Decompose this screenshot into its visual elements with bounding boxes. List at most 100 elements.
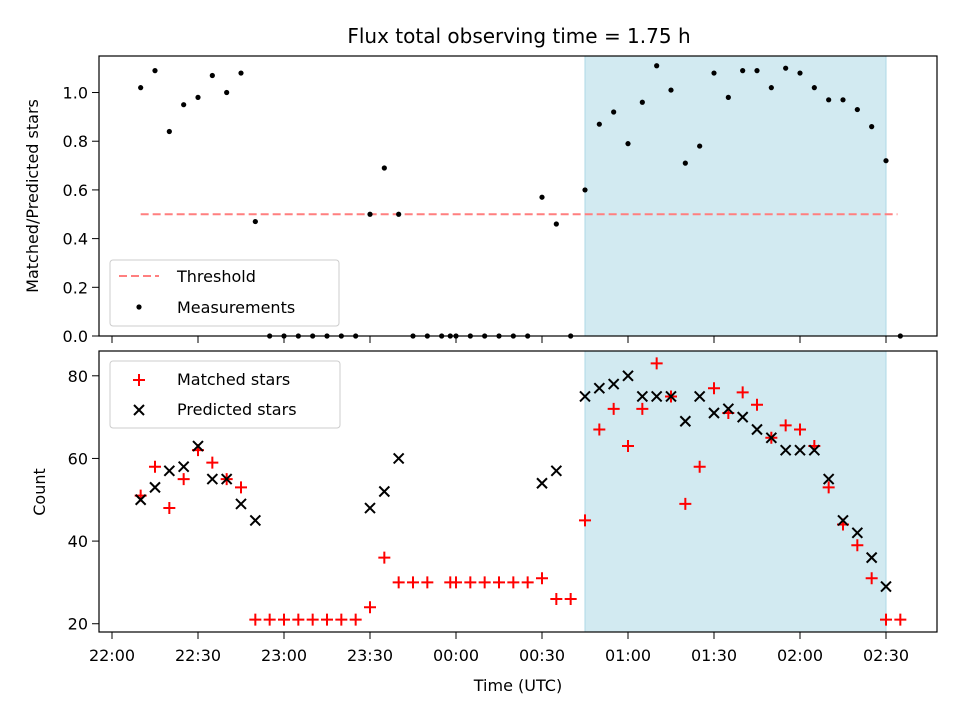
x-tick-label: 02:00 xyxy=(777,646,823,665)
matched-star-point xyxy=(650,357,663,370)
measurement-point xyxy=(381,165,387,171)
predicted-star-point xyxy=(536,477,548,489)
measurement-point xyxy=(883,158,889,164)
predicted-star-point xyxy=(808,444,821,456)
measurement-point xyxy=(768,85,774,91)
matched-star-point xyxy=(292,613,305,626)
matched-star-point xyxy=(177,473,190,486)
measurement-point xyxy=(611,109,617,115)
y-tick-label: 0.6 xyxy=(63,181,88,200)
predicted-star-point xyxy=(622,370,634,382)
legend-predicted: Predicted stars xyxy=(177,400,297,419)
matched-star-point xyxy=(235,481,247,494)
matched-star-point xyxy=(708,382,720,395)
matched-star-point xyxy=(880,613,892,626)
matched-star-point xyxy=(306,613,319,626)
predicted-star-point xyxy=(177,460,190,473)
predicted-star-point xyxy=(579,390,591,403)
y-tick-label: 0.2 xyxy=(63,278,88,297)
matched-star-point xyxy=(865,572,878,585)
measurement-point xyxy=(869,124,875,130)
measurement-point xyxy=(138,85,144,91)
measurement-point xyxy=(152,68,158,74)
matched-star-point xyxy=(894,613,907,626)
bottom-y-axis: 20 40 60 80 xyxy=(68,367,99,634)
predicted-star-point xyxy=(736,411,749,423)
matched-star-point xyxy=(550,592,563,605)
matched-star-point xyxy=(378,551,391,564)
measurement-point xyxy=(783,65,789,71)
predicted-star-point xyxy=(364,502,376,514)
measurement-point xyxy=(725,94,731,100)
matched-star-point xyxy=(736,386,749,399)
measurement-point xyxy=(396,211,402,217)
measurement-point xyxy=(826,97,832,103)
predicted-star-point xyxy=(650,390,663,403)
x-axis-label: Time (UTC) xyxy=(473,676,562,695)
matched-star-point xyxy=(263,613,276,626)
matched-star-point xyxy=(278,613,290,626)
predicted-star-point xyxy=(679,415,692,427)
predicted-star-point xyxy=(779,444,792,456)
predicted-star-point xyxy=(751,423,763,436)
predicted-star-point xyxy=(636,390,649,403)
x-tick-label: 00:30 xyxy=(519,646,565,665)
matched-star-point xyxy=(564,592,577,605)
predicted-star-point xyxy=(822,473,835,485)
y-tick-label: 20 xyxy=(68,615,88,634)
top-y-axis-label: Matched/Predicted stars xyxy=(23,99,42,293)
y-tick-label: 60 xyxy=(68,449,88,468)
x-tick-label: 22:00 xyxy=(89,646,135,665)
matched-star-point xyxy=(335,613,348,626)
predicted-star-point xyxy=(220,473,233,485)
predicted-star-point xyxy=(192,440,204,452)
chart-title: Flux total observing time = 1.75 h xyxy=(347,24,690,48)
measurement-point xyxy=(582,187,588,193)
predicted-star-point xyxy=(392,452,405,465)
matched-star-point xyxy=(478,576,491,589)
bottom-legend: Matched stars Predicted stars xyxy=(109,360,341,429)
x-tick-label: 22:30 xyxy=(175,646,221,665)
measurement-point xyxy=(797,70,803,76)
predicted-star-point xyxy=(837,514,849,527)
predicted-star-point xyxy=(235,498,247,510)
matched-star-point xyxy=(163,502,176,515)
matched-star-point xyxy=(421,576,434,589)
matched-star-point xyxy=(607,402,620,415)
measurement-point xyxy=(654,63,660,69)
matched-star-point xyxy=(149,460,161,473)
predicted-star-point xyxy=(722,403,735,415)
measurement-point xyxy=(539,194,545,200)
measurement-point xyxy=(209,72,215,79)
matched-star-point xyxy=(851,539,864,552)
legend-threshold: Threshold xyxy=(176,267,256,286)
matched-star-point xyxy=(392,576,405,589)
bottom-marks xyxy=(134,357,907,626)
matched-star-point xyxy=(822,481,835,494)
matched-star-point xyxy=(593,423,606,436)
predicted-star-point xyxy=(865,551,878,564)
measurement-point xyxy=(740,68,746,74)
observing-span xyxy=(584,55,887,337)
matched-star-point xyxy=(450,576,462,589)
y-tick-label: 80 xyxy=(68,367,88,386)
predicted-star-point xyxy=(149,481,161,494)
top-legend: Threshold Measurements xyxy=(109,259,340,327)
y-tick-label: 0.0 xyxy=(63,327,88,346)
y-tick-label: 0.8 xyxy=(63,132,88,151)
matched-star-point xyxy=(521,576,534,589)
matched-star-point xyxy=(206,456,219,469)
matched-star-point xyxy=(249,613,262,626)
bottom-plot-frame xyxy=(98,350,938,633)
measurement-point xyxy=(854,106,860,113)
measurement-point xyxy=(367,211,373,217)
measurement-point xyxy=(252,218,258,225)
measurement-point xyxy=(811,85,817,91)
measurement-point xyxy=(195,94,201,100)
predicted-star-point xyxy=(794,444,806,456)
legend-measurements: Measurements xyxy=(177,298,295,317)
matched-star-point xyxy=(779,419,792,432)
predicted-star-point xyxy=(665,390,677,403)
predicted-star-point xyxy=(378,485,391,498)
